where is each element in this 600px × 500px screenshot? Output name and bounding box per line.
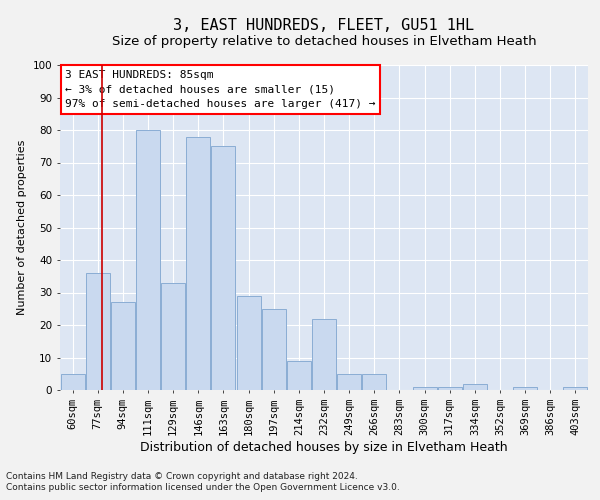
Bar: [513, 387, 537, 390]
X-axis label: Distribution of detached houses by size in Elvetham Heath: Distribution of detached houses by size …: [140, 440, 508, 454]
Bar: [287, 361, 311, 390]
Bar: [563, 387, 587, 390]
Text: Size of property relative to detached houses in Elvetham Heath: Size of property relative to detached ho…: [112, 35, 536, 48]
Bar: [161, 283, 185, 390]
Bar: [438, 387, 461, 390]
Bar: [236, 296, 260, 390]
Bar: [136, 130, 160, 390]
Bar: [187, 136, 210, 390]
Bar: [211, 146, 235, 390]
Bar: [413, 387, 437, 390]
Bar: [262, 308, 286, 390]
Bar: [463, 384, 487, 390]
Text: Contains public sector information licensed under the Open Government Licence v3: Contains public sector information licen…: [6, 484, 400, 492]
Bar: [86, 273, 110, 390]
Text: Contains HM Land Registry data © Crown copyright and database right 2024.: Contains HM Land Registry data © Crown c…: [6, 472, 358, 481]
Bar: [362, 374, 386, 390]
Y-axis label: Number of detached properties: Number of detached properties: [17, 140, 27, 315]
Bar: [61, 374, 85, 390]
Bar: [337, 374, 361, 390]
Text: 3 EAST HUNDREDS: 85sqm
← 3% of detached houses are smaller (15)
97% of semi-deta: 3 EAST HUNDREDS: 85sqm ← 3% of detached …: [65, 70, 376, 110]
Bar: [111, 302, 135, 390]
Text: 3, EAST HUNDREDS, FLEET, GU51 1HL: 3, EAST HUNDREDS, FLEET, GU51 1HL: [173, 18, 475, 32]
Bar: [312, 318, 336, 390]
